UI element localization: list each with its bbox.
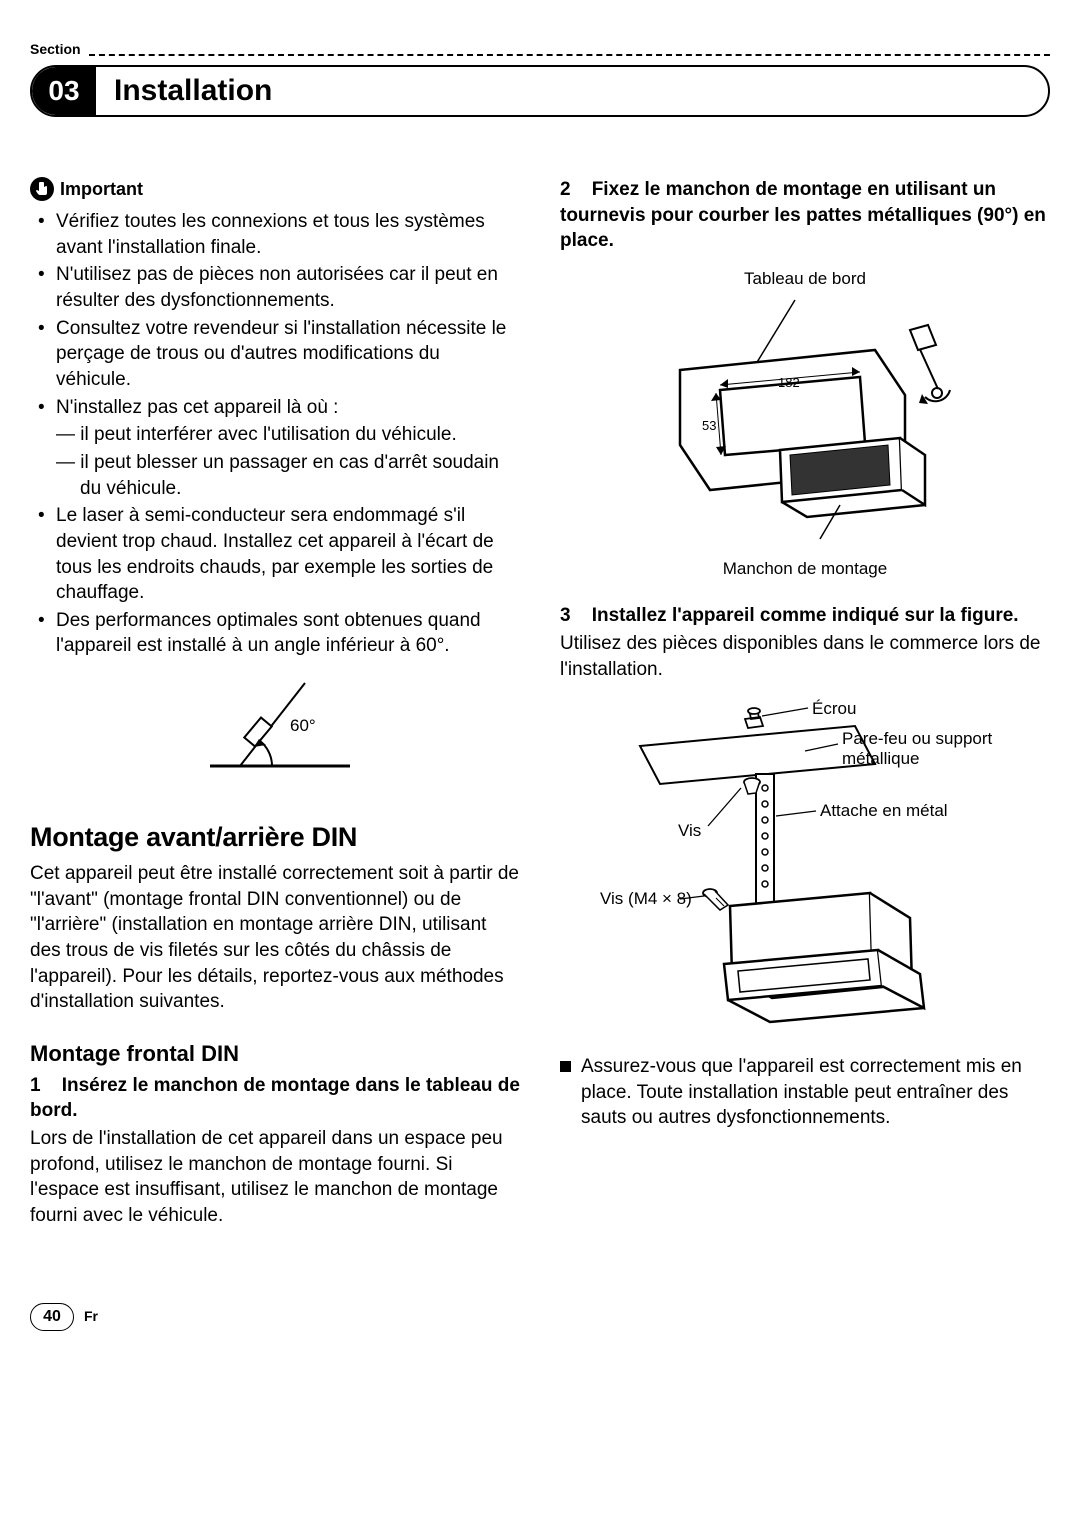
fig1-bottom-caption: Manchon de montage xyxy=(560,558,1050,581)
header-dashed-line xyxy=(89,54,1050,56)
step-title: Fixez le manchon de montage en utili­san… xyxy=(560,179,1046,251)
section-label: Section xyxy=(30,40,81,59)
angle-figure: 60° xyxy=(30,671,520,789)
list-item-text: N'installez pas cet appareil là où : xyxy=(56,397,338,418)
list-sub-item: il peut blesser un passager en cas d'arr… xyxy=(56,450,520,501)
fig2-label-parefeu-1: Pare-feu ou support xyxy=(842,729,993,748)
h2-montage-din: Montage avant/arrière DIN xyxy=(30,819,520,855)
step-2-heading: 2 Fixez le manchon de montage en utili­s… xyxy=(560,177,1050,254)
left-column: Important Vérifiez toutes les connexions… xyxy=(30,177,520,1243)
fig2-label-ecrou: Écrou xyxy=(812,699,856,718)
header-section-row: Section xyxy=(30,40,1050,59)
step-1-body: Lors de l'installation de cet appareil d… xyxy=(30,1126,520,1229)
note-text: Assurez-vous que l'appareil est correcte… xyxy=(581,1054,1050,1131)
fig2-label-vis: Vis xyxy=(678,821,701,840)
important-heading: Important xyxy=(30,177,520,201)
step-2-block: 2 Fixez le manchon de montage en utili­s… xyxy=(560,177,1050,254)
step-1-block: 1 Insérez le manchon de montage dans le … xyxy=(30,1073,520,1229)
language-code: Fr xyxy=(84,1307,98,1326)
step-num: 2 xyxy=(560,179,571,200)
page-number: 40 xyxy=(30,1303,74,1331)
step-3-body: Utilisez des pièces disponibles dans le … xyxy=(560,631,1050,682)
fig1-dim-h: 53 xyxy=(702,418,716,433)
list-item: Vérifiez toutes les connexions et tous l… xyxy=(30,209,520,260)
h2-body: Cet appareil peut être installé correcte… xyxy=(30,861,520,1015)
h3-montage-frontal: Montage frontal DIN xyxy=(30,1039,520,1069)
important-bullet-list: Vérifiez toutes les connexions et tous l… xyxy=(30,209,520,659)
two-column-content: Important Vérifiez toutes les connexions… xyxy=(30,177,1050,1243)
list-item: N'installez pas cet appareil là où : il … xyxy=(30,395,520,502)
dashboard-figure: 182 53 xyxy=(560,295,1050,553)
list-item: Des performances optimales sont obtenues… xyxy=(30,608,520,659)
list-item: Consultez votre revendeur si l'installat… xyxy=(30,316,520,393)
step-3-block: 3 Installez l'appareil comme indiqué sur… xyxy=(560,603,1050,682)
warning-note: Assurez-vous que l'appareil est correcte… xyxy=(560,1054,1050,1133)
note-bullet-icon xyxy=(560,1061,571,1072)
list-sub-item: il peut interférer avec l'utilisation du… xyxy=(56,422,520,448)
step-title: Installez l'appareil comme indiqué sur l… xyxy=(592,605,1019,626)
section-number-badge: 03 xyxy=(32,67,96,115)
fig2-label-attache: Attache en métal xyxy=(820,801,948,820)
important-label: Important xyxy=(60,177,143,201)
step-1-heading: 1 Insérez le manchon de montage dans le … xyxy=(30,1073,520,1124)
page-footer: 40 Fr xyxy=(30,1303,1050,1331)
install-figure: Écrou Pare-feu ou support métallique Att… xyxy=(560,696,1050,1044)
fig2-label-vis-m4: Vis (M4 × 8) xyxy=(600,889,692,908)
step-num: 1 xyxy=(30,1075,41,1096)
right-column: 2 Fixez le manchon de montage en utili­s… xyxy=(560,177,1050,1243)
list-item: N'utilisez pas de pièces non autorisées … xyxy=(30,262,520,313)
step-num: 3 xyxy=(560,605,571,626)
list-item: Le laser à semi-conducteur sera endommag… xyxy=(30,503,520,606)
fig2-label-parefeu-2: métallique xyxy=(842,749,920,768)
title-bar: 03 Installation xyxy=(30,65,1050,117)
section-title: Installation xyxy=(96,71,272,112)
angle-label: 60° xyxy=(290,716,316,735)
fig1-dim-w: 182 xyxy=(778,375,800,390)
fig1-top-caption: Tableau de bord xyxy=(560,268,1050,291)
step-3-heading: 3 Installez l'appareil comme indiqué sur… xyxy=(560,603,1050,629)
important-icon xyxy=(30,177,54,201)
step-title: Insérez le manchon de montage dans le ta… xyxy=(30,1075,520,1122)
